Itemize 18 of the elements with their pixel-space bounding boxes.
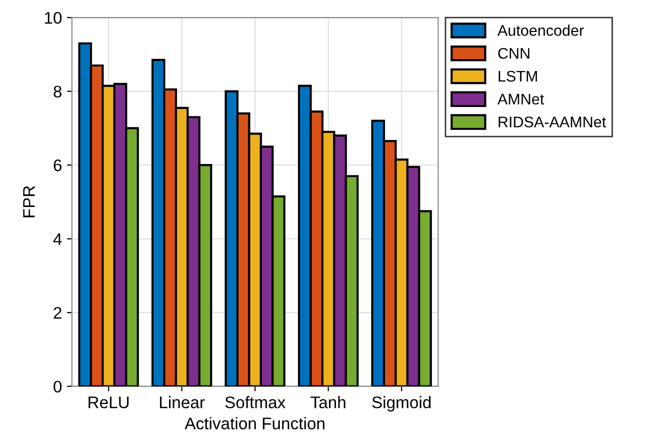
legend-label: CNN	[498, 48, 530, 59]
x-tick-label: Tanh	[310, 396, 346, 408]
y-tick-label: 6	[54, 159, 62, 172]
x-axis-title: Activation Function	[184, 417, 324, 430]
y-tick-label: 0	[54, 380, 62, 393]
x-tick-label: Sigmoid	[372, 396, 431, 412]
legend-label: RIDSA-AAMNet	[498, 116, 606, 128]
legend-label: Autoencoder	[497, 24, 584, 36]
x-tick-label: ReLU	[88, 396, 129, 408]
x-tick-label: Linear	[160, 396, 205, 408]
legend-label: LSTM	[498, 70, 537, 82]
y-tick-label: 4	[53, 233, 62, 245]
y-axis-title: FPR	[23, 186, 35, 218]
y-tick-label: 10	[44, 12, 62, 24]
y-tick-label: 2	[54, 306, 62, 319]
legend-label: AMNet	[497, 94, 544, 105]
x-tick-label: Softmax	[225, 396, 286, 408]
y-tick-label: 8	[54, 86, 62, 98]
